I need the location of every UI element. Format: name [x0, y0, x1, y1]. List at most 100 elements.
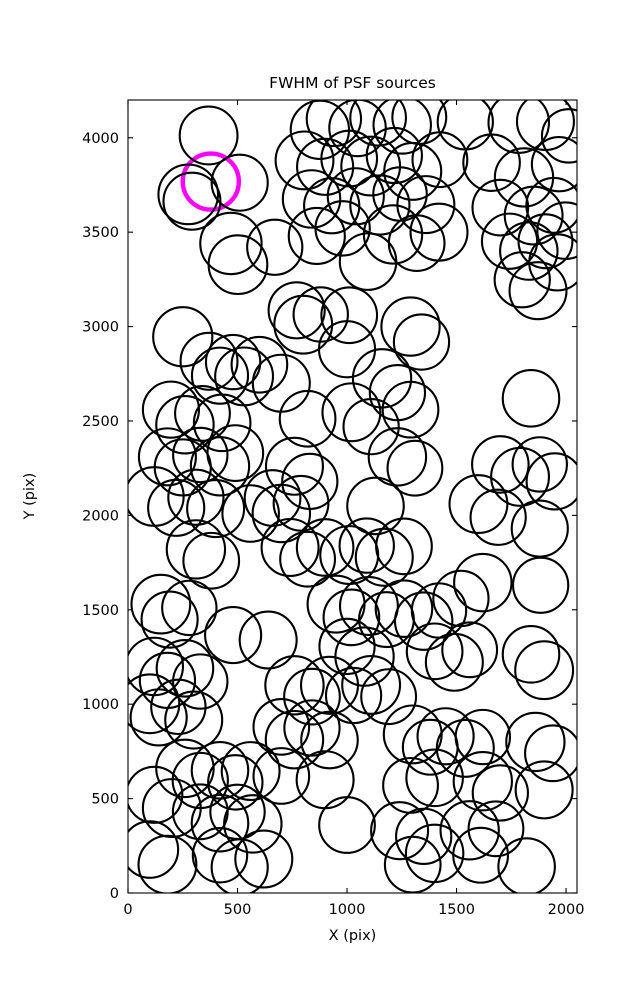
x-tick-label: 2000	[548, 902, 585, 918]
psf-source-circle	[296, 137, 355, 196]
y-tick-label: 2500	[82, 414, 119, 430]
y-tick-label: 4000	[82, 131, 119, 147]
psf-source-circle	[501, 369, 561, 428]
psf-source-circle	[375, 517, 433, 576]
psf-source-circle	[267, 281, 326, 340]
psf-source-circle	[452, 826, 510, 884]
psf-source-circle	[318, 617, 376, 676]
psf-source-circle	[441, 621, 499, 679]
y-tick-label: 2000	[82, 508, 119, 524]
psf-source-circle	[381, 380, 440, 439]
psf-source-circle	[152, 306, 214, 368]
psf-source-circle	[223, 794, 283, 854]
x-tick-label: 0	[123, 902, 132, 918]
psf-source-circle	[392, 313, 451, 371]
psf-source-circle	[341, 654, 402, 715]
psf-source-circle	[448, 474, 509, 535]
psf-source-circle	[409, 202, 469, 262]
psf-source-circle	[192, 393, 252, 453]
psf-source-circle	[324, 666, 383, 725]
psf-source-circle	[497, 837, 556, 893]
axes-frame	[127, 99, 578, 894]
psf-source-circle	[164, 690, 224, 750]
x-axis-label: X (pix)	[329, 928, 377, 944]
psf-source-circle	[234, 829, 294, 889]
psf-source-circle	[182, 531, 241, 590]
psf-source-circle	[490, 446, 551, 507]
psf-source-circle	[349, 100, 407, 147]
page-title: FWHM of PSF sources	[269, 74, 436, 92]
psf-source-circle	[264, 709, 325, 770]
psf-source-circle	[137, 427, 197, 487]
psf-source-circle	[204, 333, 262, 391]
psf-source-circle	[340, 135, 402, 197]
psf-source-circle	[279, 530, 337, 588]
x-tick-label: 1500	[438, 902, 475, 918]
psf-source-circles	[128, 100, 577, 893]
psf-source-circle	[128, 765, 184, 824]
y-tick-label: 1500	[82, 603, 119, 619]
psf-source-circle	[283, 667, 341, 726]
psf-source-circle	[524, 724, 577, 783]
psf-source-circle	[386, 439, 444, 497]
psf-source-circle	[424, 632, 484, 692]
psf-source-circle	[471, 178, 530, 237]
psf-source-circle	[190, 793, 250, 853]
psf-source-circle	[207, 754, 264, 811]
x-tick-label: 1000	[329, 902, 366, 918]
psf-source-circle	[210, 838, 269, 893]
psf-source-circle	[367, 427, 428, 487]
psf-source-circle	[514, 640, 575, 701]
psf-source-circle	[453, 552, 513, 613]
psf-source-circle	[260, 517, 320, 578]
psf-source-circle	[322, 588, 381, 647]
psf-source-circle	[432, 569, 490, 628]
psf-source-circle	[530, 135, 577, 193]
psf-source-circle	[338, 576, 399, 636]
plot-axes: 0 500 1000 1500 2000 0 500 1000 1500 2000 2500 3000…	[82, 99, 585, 918]
psf-source-circle	[405, 748, 464, 808]
psf-source-circle	[374, 579, 434, 638]
psf-source-circle	[511, 436, 568, 493]
psf-source-circle	[206, 424, 265, 482]
y-tick-label: 0	[110, 886, 119, 902]
psf-source-circle	[128, 673, 181, 735]
psf-source-circle	[274, 130, 335, 191]
psf-source-circle	[467, 800, 525, 858]
psf-source-circle	[338, 517, 395, 574]
psf-source-circle	[514, 760, 574, 820]
psf-source-circle	[165, 519, 227, 580]
psf-source-circle	[342, 397, 400, 456]
y-tick-label: 3500	[82, 225, 119, 241]
psf-source-circle	[511, 556, 570, 614]
psf-source-circle	[281, 169, 342, 229]
y-tick-label: 500	[91, 792, 119, 808]
psf-source-circle	[508, 261, 568, 321]
psf-source-circle	[238, 610, 298, 670]
psf-source-circle	[505, 711, 566, 773]
psf-source-circle	[174, 384, 231, 442]
psf-source-circle	[320, 286, 379, 345]
psf-source-circle	[393, 591, 454, 651]
psf-source-circle	[346, 476, 405, 536]
psf-source-circle	[405, 622, 464, 681]
psf-source-circle	[220, 741, 281, 801]
psf-source-circle	[360, 668, 418, 726]
psf-source-circle	[264, 655, 325, 716]
psf-source-circle	[435, 718, 495, 778]
y-axis-label: Y (pix)	[22, 473, 38, 521]
psf-source-circle	[411, 131, 469, 189]
psf-source-circle	[130, 573, 192, 635]
psf-source-circle	[318, 796, 376, 854]
psf-source-circle	[305, 100, 363, 148]
psf-source-circle	[338, 232, 398, 291]
y-tick-label: 1000	[82, 697, 119, 713]
psf-source-circle	[372, 100, 432, 155]
psf-source-circle	[404, 823, 465, 884]
psf-source-circle	[314, 200, 371, 257]
psf-source-circle	[278, 389, 337, 448]
psf-source-circle	[517, 213, 574, 270]
axis-tick-marks	[127, 100, 577, 894]
